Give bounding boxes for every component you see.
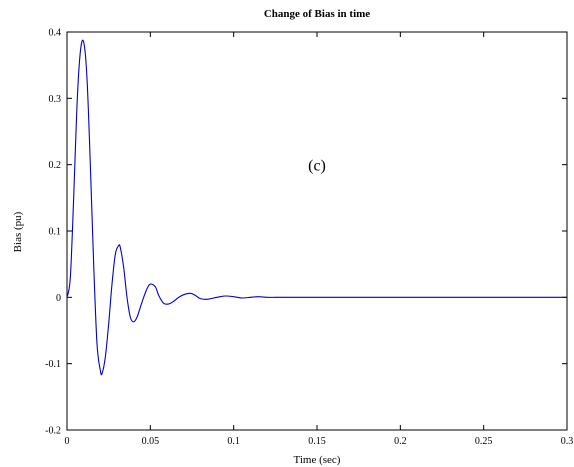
chart-title: Change of Bias in time (264, 8, 370, 20)
x-tick-label: 0.2 (394, 436, 407, 447)
plot-frame (67, 32, 567, 430)
x-tick-label: 0.25 (475, 436, 493, 447)
x-tick-label: 0.15 (308, 436, 326, 447)
x-tick-label: 0.3 (561, 436, 574, 447)
series-line-0 (67, 40, 567, 375)
y-axis-label: Bias (pu) (12, 211, 24, 252)
y-tick-label: 0 (56, 293, 61, 304)
y-tick-label: 0.4 (49, 28, 62, 39)
x-tick-label: 0.1 (227, 436, 240, 447)
y-tick-label: 0.2 (49, 160, 62, 171)
y-tick-label: 0.3 (49, 94, 62, 105)
x-tick-label: 0 (65, 436, 70, 447)
y-tick-label: -0.1 (45, 359, 61, 370)
y-axis-ticks: -0.2 -0.1 0 0.1 0.2 0.3 0.4 (45, 28, 567, 437)
y-tick-label: -0.2 (45, 426, 61, 437)
plot-border (67, 32, 567, 430)
y-tick-label: 0.1 (49, 227, 62, 238)
x-tick-label: 0.05 (142, 436, 160, 447)
x-axis-ticks: 0 0.05 0.1 0.15 0.2 0.25 0.3 (65, 32, 574, 447)
chart-annotation: (c) (308, 158, 326, 175)
series-layer (67, 40, 567, 375)
x-axis-label: Time (sec) (294, 454, 341, 466)
